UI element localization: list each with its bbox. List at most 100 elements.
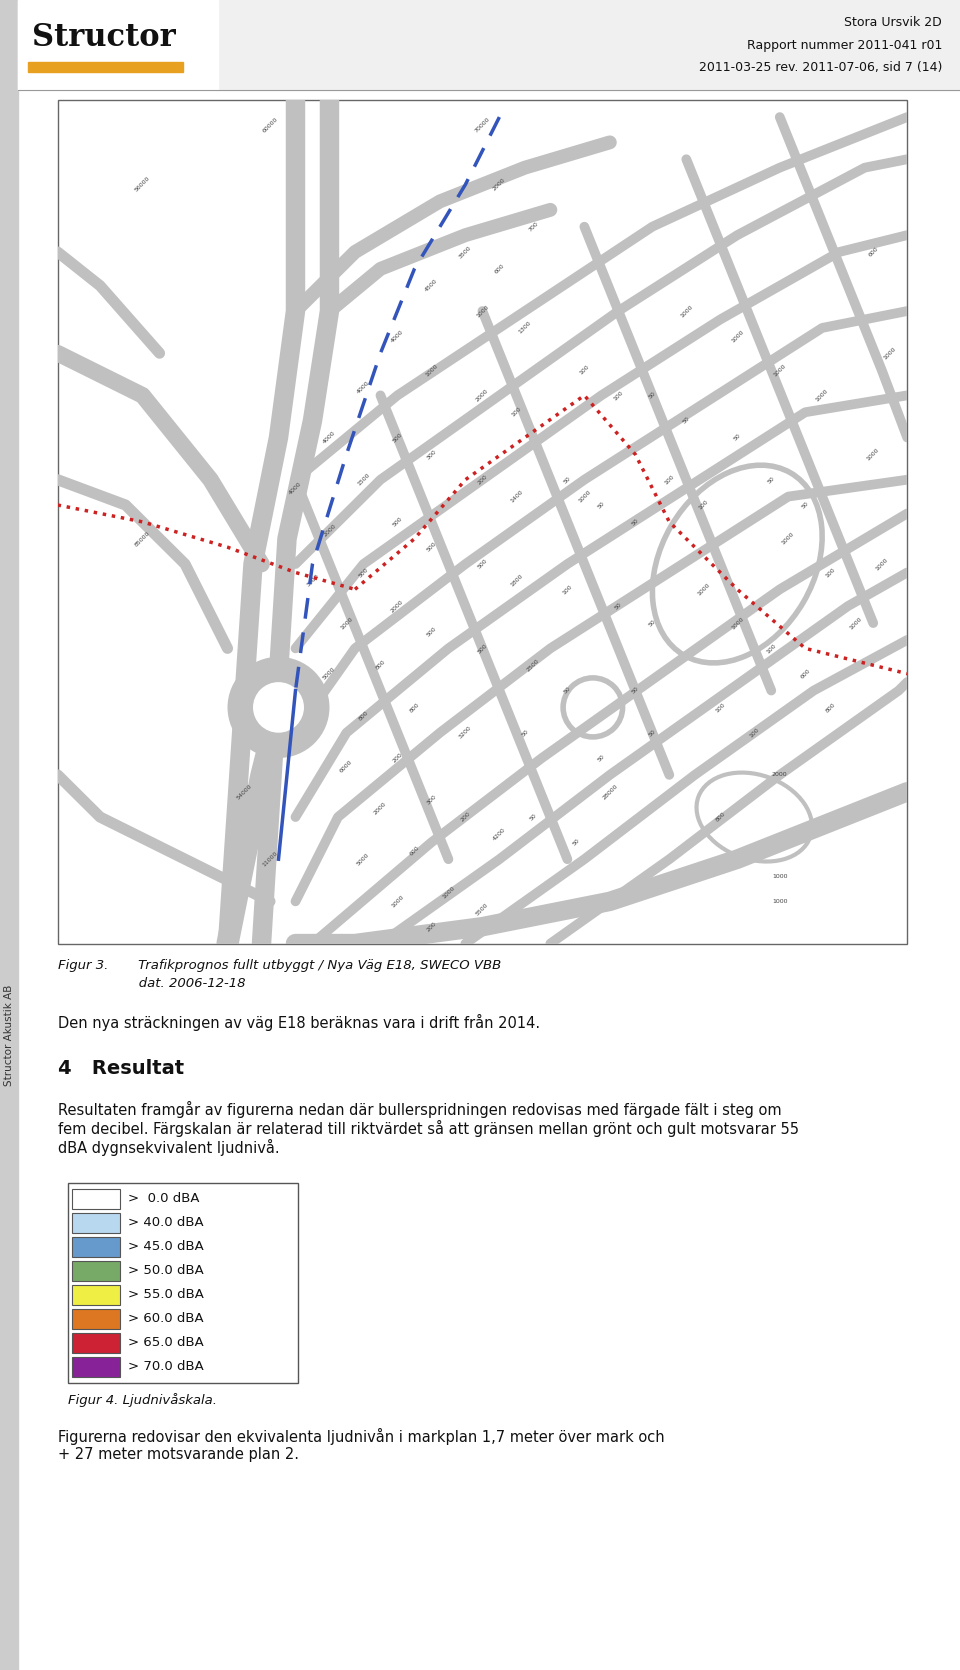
Text: 4500: 4500 bbox=[424, 279, 439, 292]
Text: 100: 100 bbox=[562, 583, 573, 595]
Text: 11000: 11000 bbox=[261, 850, 278, 868]
Text: 800: 800 bbox=[374, 660, 386, 671]
Text: > 50.0 dBA: > 50.0 dBA bbox=[128, 1264, 204, 1278]
Text: 1000: 1000 bbox=[772, 898, 787, 903]
Text: 500: 500 bbox=[425, 626, 438, 638]
Text: 500: 500 bbox=[392, 431, 403, 444]
Text: 50: 50 bbox=[520, 728, 529, 736]
Text: 50: 50 bbox=[571, 838, 581, 847]
Text: Structor: Structor bbox=[32, 22, 176, 53]
Text: 1000: 1000 bbox=[815, 387, 829, 402]
Bar bbox=[58, 100, 907, 944]
Text: 1000: 1000 bbox=[679, 304, 693, 319]
Text: 60000: 60000 bbox=[261, 117, 278, 134]
Text: 4000: 4000 bbox=[323, 431, 337, 444]
Text: 50: 50 bbox=[613, 601, 623, 611]
Text: 2000: 2000 bbox=[323, 523, 337, 538]
Bar bbox=[72, 1236, 120, 1256]
Text: 4   Resultat: 4 Resultat bbox=[58, 1059, 183, 1077]
Text: 85000: 85000 bbox=[134, 529, 151, 548]
Bar bbox=[67, 1182, 298, 1383]
Text: >  0.0 dBA: > 0.0 dBA bbox=[128, 1192, 199, 1206]
Text: 600: 600 bbox=[493, 262, 505, 276]
Bar bbox=[28, 62, 183, 72]
Text: > 70.0 dBA: > 70.0 dBA bbox=[128, 1359, 204, 1373]
Text: 4000: 4000 bbox=[288, 481, 302, 496]
Text: 2500: 2500 bbox=[526, 658, 540, 673]
Text: 5000: 5000 bbox=[356, 852, 371, 867]
Text: 500: 500 bbox=[357, 566, 370, 578]
Text: 1000: 1000 bbox=[730, 329, 745, 344]
Text: 1000: 1000 bbox=[390, 893, 405, 908]
Text: 50: 50 bbox=[563, 476, 572, 484]
Text: 500: 500 bbox=[476, 558, 489, 569]
Bar bbox=[18, 0, 960, 90]
Text: Figur 3.       Trafikprognos fullt utbyggt / Nya Väg E18, SWECO VBB: Figur 3. Trafikprognos fullt utbyggt / N… bbox=[58, 959, 501, 972]
Text: 100: 100 bbox=[825, 566, 836, 578]
Bar bbox=[72, 1356, 120, 1376]
Text: 300: 300 bbox=[425, 795, 438, 807]
Text: 50: 50 bbox=[597, 753, 606, 763]
Text: Den nya sträckningen av väg E18 beräknas vara i drift från 2014.: Den nya sträckningen av väg E18 beräknas… bbox=[58, 1014, 540, 1030]
Bar bbox=[72, 1212, 120, 1232]
Bar bbox=[0, 0, 18, 1670]
Text: 800: 800 bbox=[714, 812, 726, 823]
Text: 1000: 1000 bbox=[475, 304, 490, 319]
Text: 1000: 1000 bbox=[781, 531, 796, 546]
Text: 2000: 2000 bbox=[373, 802, 388, 817]
Text: 100: 100 bbox=[579, 364, 590, 376]
Text: 2000: 2000 bbox=[772, 773, 787, 777]
Text: 1300: 1300 bbox=[517, 321, 532, 336]
Bar bbox=[72, 1333, 120, 1353]
Text: 50: 50 bbox=[682, 416, 691, 426]
Text: 6000: 6000 bbox=[339, 760, 353, 773]
Text: Stora Ursvik 2D: Stora Ursvik 2D bbox=[844, 15, 942, 28]
Text: 4000: 4000 bbox=[356, 379, 371, 394]
Text: Rapport nummer 2011-041 r01: Rapport nummer 2011-041 r01 bbox=[747, 38, 942, 52]
Bar bbox=[72, 1309, 120, 1329]
Text: 800: 800 bbox=[409, 701, 420, 713]
Text: 50: 50 bbox=[631, 686, 639, 695]
Text: 200: 200 bbox=[476, 474, 489, 486]
Text: > 40.0 dBA: > 40.0 dBA bbox=[128, 1216, 204, 1229]
Text: 50: 50 bbox=[597, 501, 606, 509]
Text: 1500: 1500 bbox=[356, 473, 371, 488]
Text: 4200: 4200 bbox=[492, 827, 507, 842]
Text: > 45.0 dBA: > 45.0 dBA bbox=[128, 1241, 204, 1252]
Bar bbox=[72, 1261, 120, 1281]
Text: 5500: 5500 bbox=[475, 902, 490, 917]
Text: > 55.0 dBA: > 55.0 dBA bbox=[128, 1288, 204, 1301]
Text: 1000: 1000 bbox=[883, 346, 898, 361]
Text: 50: 50 bbox=[801, 501, 809, 509]
Text: 1000: 1000 bbox=[773, 362, 787, 377]
Circle shape bbox=[228, 656, 329, 758]
Text: 1000: 1000 bbox=[577, 489, 591, 504]
Text: 100: 100 bbox=[511, 406, 522, 418]
Text: 1800: 1800 bbox=[509, 574, 523, 588]
Text: dBA dygnsekvivalent ljudnivå.: dBA dygnsekvivalent ljudnivå. bbox=[58, 1139, 279, 1156]
Text: 1000: 1000 bbox=[339, 616, 353, 630]
Text: + 27 meter motsvarande plan 2.: + 27 meter motsvarande plan 2. bbox=[58, 1446, 299, 1461]
Text: 2000: 2000 bbox=[492, 177, 507, 192]
Text: 100: 100 bbox=[749, 726, 760, 738]
Text: Resultaten framgår av figurerna nedan där bullerspridningen redovisas med färgad: Resultaten framgår av figurerna nedan dä… bbox=[58, 1101, 781, 1117]
Text: 100: 100 bbox=[612, 389, 624, 401]
Text: 3000: 3000 bbox=[305, 573, 320, 588]
Text: 800: 800 bbox=[357, 710, 370, 721]
Text: 1000: 1000 bbox=[442, 885, 456, 900]
Text: 600: 600 bbox=[409, 845, 420, 857]
Text: 50: 50 bbox=[648, 728, 657, 736]
Text: 3200: 3200 bbox=[458, 725, 472, 740]
Text: 100: 100 bbox=[714, 701, 726, 713]
Text: 600: 600 bbox=[800, 668, 811, 680]
Text: 2000: 2000 bbox=[475, 387, 490, 402]
Text: 600: 600 bbox=[867, 245, 879, 257]
Text: 5000: 5000 bbox=[323, 666, 337, 681]
Text: 1400: 1400 bbox=[509, 489, 523, 504]
Text: dat. 2006-12-18: dat. 2006-12-18 bbox=[58, 977, 245, 990]
Text: 3500: 3500 bbox=[458, 245, 472, 259]
Text: 800: 800 bbox=[825, 701, 836, 713]
Text: 500: 500 bbox=[425, 541, 438, 553]
Text: 200: 200 bbox=[425, 920, 438, 932]
Text: 28000: 28000 bbox=[601, 783, 618, 800]
